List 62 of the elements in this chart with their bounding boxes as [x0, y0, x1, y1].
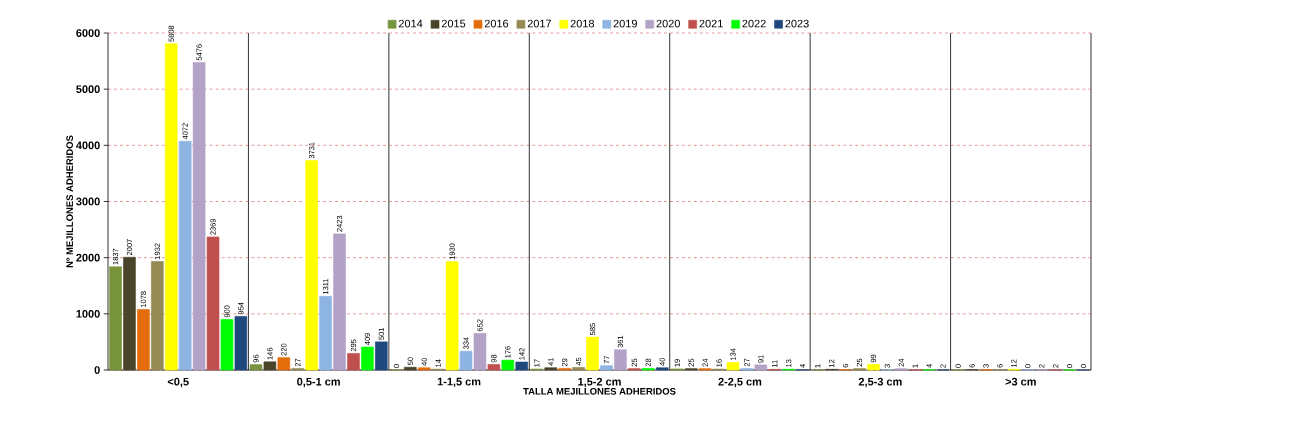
x-tick-label: 1,5-2 cm: [578, 377, 621, 388]
bar: [347, 353, 360, 371]
y-tick-label: 4000: [76, 141, 100, 150]
bar: [220, 319, 234, 371]
x-tick-label: 0,5-1 cm: [297, 377, 340, 388]
bar: [234, 316, 248, 371]
y-tick-label: 6000: [76, 29, 100, 37]
legend-label: 2014: [398, 19, 423, 28]
bar: [726, 362, 740, 371]
bar: [375, 341, 388, 371]
bar: [319, 296, 332, 371]
legend-label: 2017: [527, 19, 552, 28]
legend-label: 2018: [570, 19, 595, 28]
bar: [333, 233, 346, 371]
bar: [123, 256, 136, 371]
bar: [600, 365, 613, 371]
bar: [404, 366, 417, 371]
bar: [867, 364, 880, 371]
bar: [178, 140, 192, 371]
bar: [417, 367, 431, 371]
bar: [655, 367, 669, 371]
bar: [586, 336, 599, 371]
bar: [445, 261, 459, 371]
bar: [501, 359, 515, 371]
bar: [754, 364, 768, 371]
x-tick-label: <0,5: [167, 377, 189, 388]
bar: [459, 350, 473, 371]
bar: [151, 261, 164, 371]
bar: [487, 364, 501, 371]
x-axis-title: TALLA MEJILLONES ADHERIDOS: [523, 387, 676, 395]
bar: [109, 266, 122, 371]
y-tick-label: 3000: [76, 197, 100, 206]
bar: [572, 367, 585, 371]
x-tick-label: 2-2,5 cm: [718, 377, 762, 388]
bar: [206, 236, 220, 371]
y-tick-label: 0: [94, 366, 100, 374]
legend-label: 2022: [742, 19, 766, 28]
bar: [249, 364, 263, 371]
legend-label: 2015: [441, 19, 466, 28]
legend-label: 2020: [656, 19, 680, 28]
bar: [192, 62, 206, 371]
bar: [164, 43, 178, 371]
y-tick-label: 2000: [76, 253, 100, 262]
x-tick-label: 2,5-3 cm: [858, 377, 902, 388]
bar: [263, 361, 277, 371]
legend-label: 2023: [785, 19, 809, 28]
x-tick-label: >3 cm: [1005, 377, 1036, 386]
bar: [473, 333, 487, 371]
bar: [614, 349, 627, 371]
bar: [305, 160, 318, 371]
legend-label: 2021: [699, 19, 723, 28]
legend-label: 2019: [613, 19, 637, 28]
y-tick-label: 1000: [76, 309, 100, 318]
y-tick-label: 5000: [76, 85, 100, 94]
bar: [361, 346, 374, 371]
bar: [544, 367, 558, 371]
x-tick-label: 1-1,5 cm: [437, 377, 481, 388]
bar: [277, 357, 291, 371]
bar: [137, 309, 150, 371]
bar: [515, 361, 529, 371]
legend-label: 2016: [484, 19, 509, 28]
y-axis-title: Nº MEJILLONES ADHERIDOS: [66, 135, 73, 268]
